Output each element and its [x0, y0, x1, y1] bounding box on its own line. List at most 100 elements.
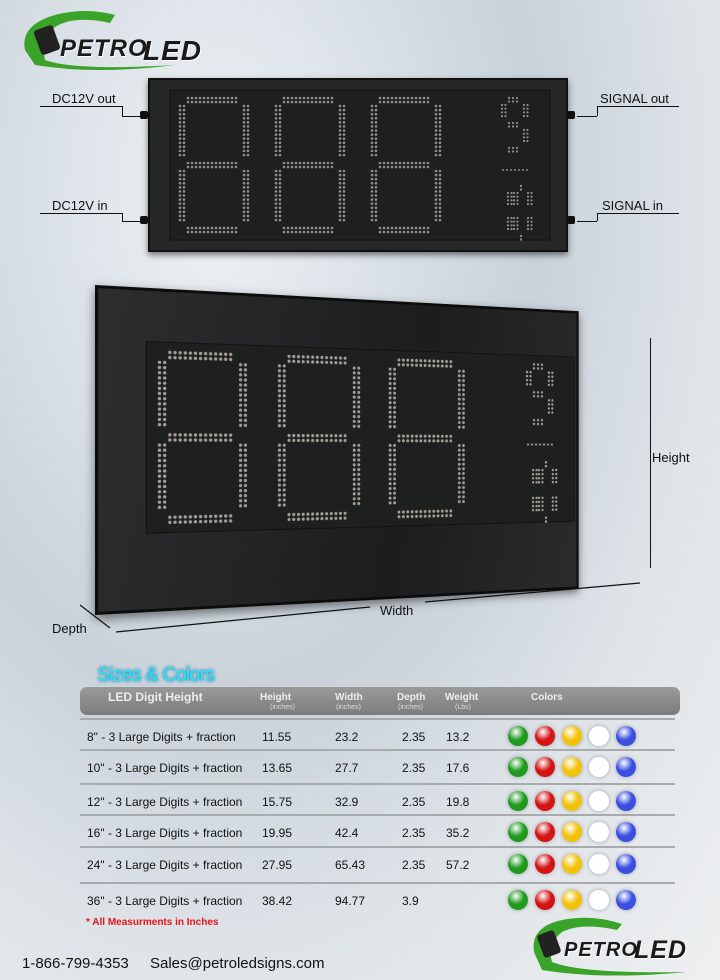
header-colors: Colors	[531, 692, 563, 703]
connector	[140, 111, 148, 119]
led-color-swatch-icon	[562, 791, 582, 811]
header-width-unit: (inches)	[336, 704, 361, 711]
led-color-swatch-icon	[508, 822, 528, 842]
cell-width: 23.2	[335, 730, 359, 744]
header-width: Width	[335, 692, 363, 703]
led-color-swatch-icon	[535, 757, 555, 777]
logo-text-led: LED	[143, 35, 202, 66]
cell-size: 16" - 3 Large Digits + fraction	[87, 826, 243, 840]
led-color-swatch-icon	[562, 726, 582, 746]
led-color-swatch-icon	[589, 791, 609, 811]
cell-width: 32.9	[335, 795, 359, 809]
cell-depth: 2.35	[402, 826, 426, 840]
led-color-swatch-icon	[508, 890, 528, 910]
led-color-swatch-icon	[589, 822, 609, 842]
connector	[567, 111, 575, 119]
cell-depth: 2.35	[402, 761, 426, 775]
cell-weight: 19.8	[446, 795, 470, 809]
cell-height: 13.65	[262, 761, 293, 775]
led-color-swatch-icon	[589, 726, 609, 746]
led-color-swatch-icon	[508, 791, 528, 811]
cell-depth: 2.35	[402, 730, 426, 744]
cell-height: 38.42	[262, 894, 293, 908]
table-row: 24" - 3 Large Digits + fraction 27.95 65.4…	[80, 850, 675, 880]
led-color-swatch-icon	[535, 854, 555, 874]
led-digit	[274, 96, 346, 234]
cell-depth: 2.35	[402, 858, 426, 872]
email-link[interactable]: Sales@petroledsigns.com	[150, 955, 325, 972]
top-led-display	[148, 78, 568, 252]
led-digit	[512, 184, 533, 241]
row-separator	[80, 783, 675, 785]
cell-size: 12" - 3 Large Digits + fraction	[87, 795, 243, 809]
table-row: 16" - 3 Large Digits + fraction 19.95 42.4…	[80, 818, 675, 848]
cell-size: 8" - 3 Large Digits + fraction	[87, 730, 236, 744]
petroled-logo-bottom: PETRO LED	[522, 912, 697, 978]
label-depth: Depth	[52, 621, 87, 636]
cell-width: 27.7	[335, 761, 359, 775]
led-color-swatch-icon	[562, 890, 582, 910]
led-color-swatch-icon	[616, 854, 636, 874]
section-title: Sizes & Colors	[97, 664, 215, 686]
header-led-digit-height: LED Digit Height	[108, 690, 203, 704]
led-color-swatch-icon	[508, 854, 528, 874]
cell-weight: 35.2	[446, 826, 470, 840]
header-weight-unit: (Lbs)	[455, 704, 471, 711]
connector	[567, 216, 575, 224]
label-signal-in: SIGNAL in	[602, 198, 663, 213]
phone-number[interactable]: 1-866-799-4353	[22, 955, 129, 972]
cell-weight: 17.6	[446, 761, 470, 775]
cell-height: 27.95	[262, 858, 293, 872]
led-color-swatch-icon	[562, 757, 582, 777]
led-color-swatch-icon	[616, 757, 636, 777]
table-row: 36" - 3 Large Digits + fraction 38.42 94.7…	[80, 886, 675, 916]
row-separator	[80, 846, 675, 848]
cell-size: 24" - 3 Large Digits + fraction	[87, 858, 243, 872]
label-dc-in: DC12V in	[52, 198, 108, 213]
led-color-swatch-icon	[508, 757, 528, 777]
led-color-swatch-icon	[535, 791, 555, 811]
cell-width: 65.43	[335, 858, 366, 872]
led-color-swatch-icon	[589, 757, 609, 777]
logo-text: PETRO	[60, 35, 148, 62]
measurement-note: * All Measurments in Inches	[86, 917, 219, 928]
logo-text: PETRO	[564, 939, 638, 961]
led-color-swatch-icon	[616, 791, 636, 811]
big-display-wrapper	[95, 285, 645, 615]
led-digit	[178, 96, 250, 234]
table-header: LED Digit Height Height (inches) Width (…	[80, 687, 680, 715]
led-color-swatch-icon	[616, 822, 636, 842]
cell-depth: 3.9	[402, 894, 419, 908]
connector	[140, 216, 148, 224]
header-height-unit: (inches)	[270, 704, 295, 711]
row-separator	[80, 749, 675, 751]
logo-text-led: LED	[634, 936, 687, 964]
fuel-nozzle-logo-icon	[533, 917, 687, 976]
petroled-logo-top: PETRO LED	[15, 5, 205, 73]
led-color-swatch-icon	[589, 890, 609, 910]
height-dimension-line	[650, 338, 651, 568]
led-color-swatch-icon	[616, 890, 636, 910]
led-digits	[169, 89, 551, 241]
row-separator	[80, 814, 675, 816]
led-color-swatch-icon	[616, 726, 636, 746]
led-digit	[370, 96, 442, 234]
label-signal-out: SIGNAL out	[600, 91, 669, 106]
cell-width: 94.77	[335, 894, 366, 908]
cell-height: 19.95	[262, 826, 293, 840]
table-row: 12" - 3 Large Digits + fraction 15.75 32.9…	[80, 787, 675, 817]
cell-weight: 13.2	[446, 730, 470, 744]
cell-weight: 57.2	[446, 858, 470, 872]
led-color-swatch-icon	[535, 726, 555, 746]
led-color-swatch-icon	[562, 822, 582, 842]
fuel-nozzle-logo-icon	[24, 11, 175, 70]
led-color-swatch-icon	[535, 822, 555, 842]
header-depth-unit: (inches)	[398, 704, 423, 711]
led-color-swatch-icon	[589, 854, 609, 874]
header-weight: Weight	[445, 692, 479, 703]
big-led-display	[95, 285, 579, 615]
cell-height: 15.75	[262, 795, 293, 809]
cell-size: 10" - 3 Large Digits + fraction	[87, 761, 243, 775]
row-separator	[80, 718, 675, 720]
row-separator	[80, 882, 675, 884]
